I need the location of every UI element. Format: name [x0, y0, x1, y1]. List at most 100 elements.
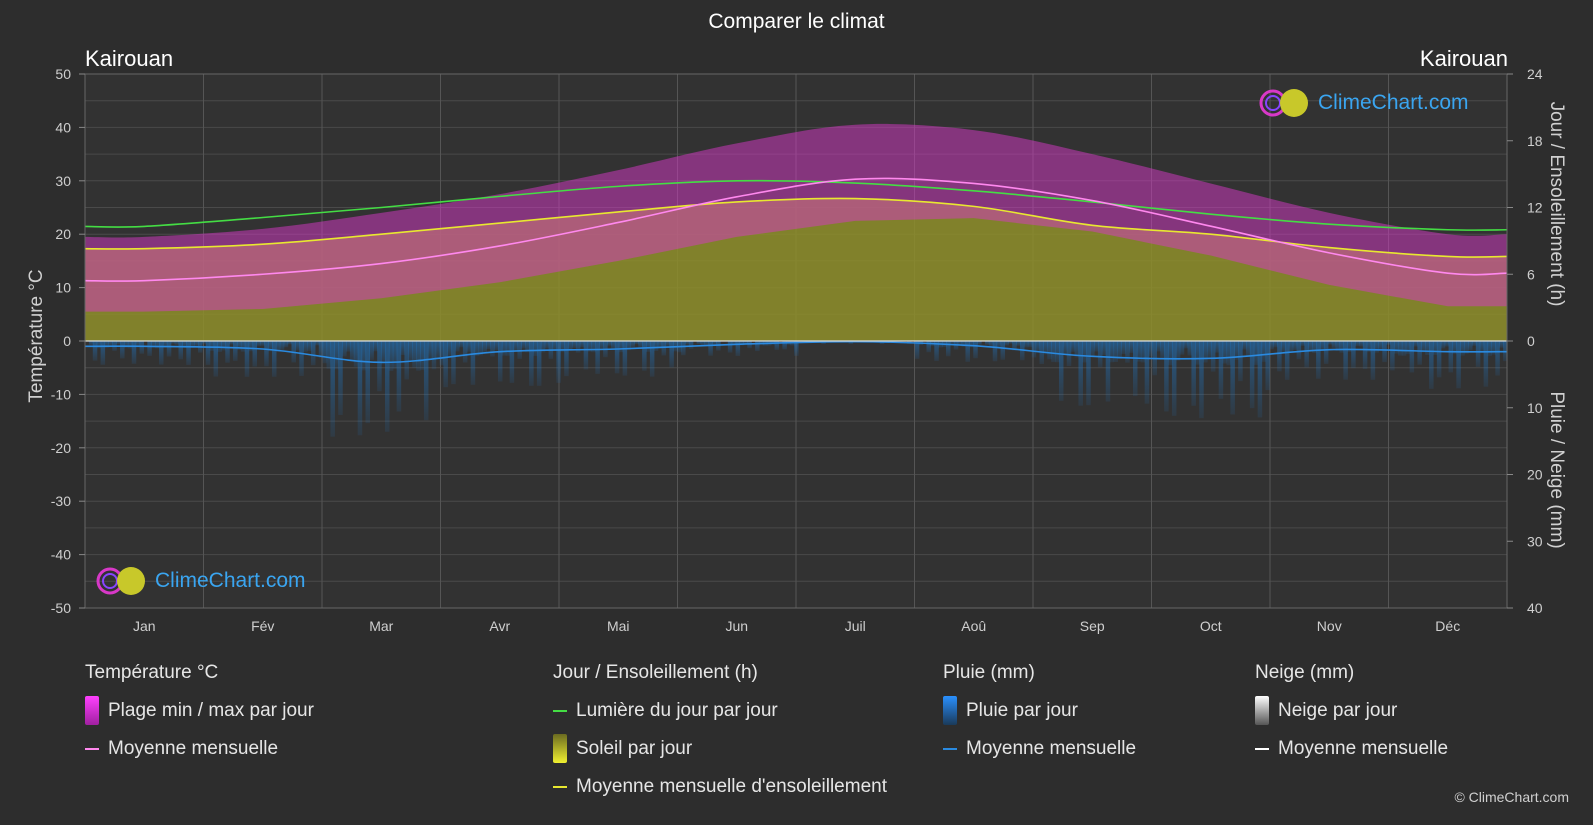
rain-day-bar [221, 341, 226, 351]
rain-day-bar [439, 341, 445, 366]
rain-day-bar [466, 341, 472, 352]
rain-day-bar [1273, 341, 1278, 348]
rain-day-bar [1265, 341, 1270, 391]
rain-day-bar [1292, 341, 1298, 350]
rain-day-bar [583, 341, 589, 370]
right-hours-tick-label: 6 [1527, 266, 1535, 282]
rain-day-bar [1281, 341, 1286, 353]
rain-day-bar [1425, 341, 1430, 356]
location-right: Kairouan [1419, 46, 1508, 71]
rain-day-bar [1386, 341, 1391, 345]
rain-day-bar [213, 341, 219, 377]
rain-day-bar [1394, 341, 1399, 354]
rain-day-bar [314, 341, 320, 346]
rain-day-bar [123, 341, 129, 348]
rain-day-bar [1058, 341, 1064, 401]
temp-range-swatch [85, 696, 99, 725]
rain-day-bar [447, 341, 452, 356]
sunshine-mean-line [84, 197, 1508, 258]
rain-day-bar [1242, 341, 1247, 350]
legend-daylight: Lumière du jour par jour [553, 698, 887, 723]
rain-day-bar [564, 341, 569, 377]
rain-day-bar [926, 341, 932, 353]
rain-day-bar [513, 341, 519, 351]
rain-day-bar [420, 341, 425, 371]
rain-day-bar [287, 341, 293, 345]
legend-rain: Pluie (mm) Pluie par jour Moyenne mensue… [943, 662, 1136, 774]
rain-day-bar [462, 341, 468, 363]
month-label: Aoû [961, 618, 986, 634]
snow-mean-swatch [1255, 747, 1269, 750]
rain-day-bar [1409, 341, 1415, 373]
legend-sun-mean: Moyenne mensuelle d'ensoleillement [553, 774, 887, 799]
rain-day-bar [1417, 341, 1422, 365]
rain-day-bar [1156, 341, 1161, 352]
rain-day-bar [1117, 341, 1122, 360]
rain-day-bar [268, 341, 273, 352]
rain-day-bar [497, 341, 503, 382]
rain-day-bar [1479, 341, 1485, 353]
rain-day-bar [1199, 341, 1204, 419]
logo-bottom-left[interactable]: ClimeChart.com [95, 566, 306, 596]
rain-day-bar [1316, 341, 1321, 379]
rain-day-bar [704, 341, 709, 346]
temp-mean-swatch [85, 747, 99, 750]
logo-top-right[interactable]: ClimeChart.com [1258, 88, 1469, 118]
right-top-axis-title: Jour / Ensoleillement (h) [1546, 101, 1567, 307]
rain-day-bar [661, 341, 667, 356]
rain-day-bar [607, 341, 612, 346]
rain-day-bar [1168, 341, 1173, 366]
rain-day-bar [739, 341, 745, 346]
rain-day-bar [988, 341, 994, 347]
right-hours-tick-label: 24 [1527, 66, 1543, 82]
right-hours-tick-label: 0 [1527, 333, 1535, 349]
daylight-swatch [553, 709, 567, 712]
rain-day-bar [1062, 341, 1068, 355]
rain-day-bar [170, 341, 176, 344]
rain-day-bar [260, 341, 265, 346]
rain-day-bar [190, 341, 195, 348]
rain-day-bar [108, 341, 113, 347]
rain-day-bar [459, 341, 464, 348]
month-label: Sep [1080, 618, 1105, 634]
rain-day-bar [1074, 341, 1080, 358]
rain-day-bar [1405, 341, 1411, 355]
rain-day-bar [1331, 341, 1337, 348]
rain-day-bar [977, 341, 982, 345]
rain-day-bar [310, 341, 316, 366]
legend-snow-mean-label: Moyenne mensuelle [1278, 737, 1449, 759]
rain-day-bar [1086, 341, 1091, 406]
rain-day-bar [455, 341, 460, 352]
rain-day-bar [96, 341, 102, 349]
rain-day-bar [1468, 341, 1473, 351]
rain-day-bar [92, 341, 98, 361]
rain-day-bar [552, 341, 558, 351]
month-label: Jan [133, 618, 156, 634]
rain-day-bar [1495, 341, 1500, 376]
rain-day-bar [1070, 341, 1076, 352]
rain-day-bar [712, 341, 717, 346]
left-tick-label: 30 [55, 173, 71, 189]
rain-day-bar [307, 341, 312, 351]
rain-day-bar [1047, 341, 1052, 360]
legend-snow: Neige (mm) Neige par jour Moyenne mensue… [1255, 662, 1448, 774]
rain-day-bar [587, 341, 593, 352]
rain-day-bar [1160, 341, 1165, 359]
rain-day-bar [1448, 341, 1454, 373]
right-mm-tick-label: 10 [1527, 400, 1543, 416]
climechart-logo-icon [96, 567, 145, 595]
rain-day-bar [135, 341, 141, 347]
rain-day-bar [638, 341, 643, 348]
rain-day-bar [229, 341, 234, 345]
rain-day-bar [501, 341, 507, 356]
rain-day-bar [961, 341, 967, 347]
copyright: © ClimeChart.com [1454, 789, 1569, 805]
rain-day-bar [178, 341, 183, 360]
rain-day-bar [1253, 341, 1259, 365]
rain-day-bar [151, 341, 156, 348]
rain-day-bar [614, 341, 620, 374]
legend-snow-daily-label: Neige par jour [1278, 699, 1398, 721]
rain-day-bar [248, 341, 254, 352]
rain-day-bar [1234, 341, 1239, 360]
legend-temp-mean-label: Moyenne mensuelle [108, 737, 279, 759]
